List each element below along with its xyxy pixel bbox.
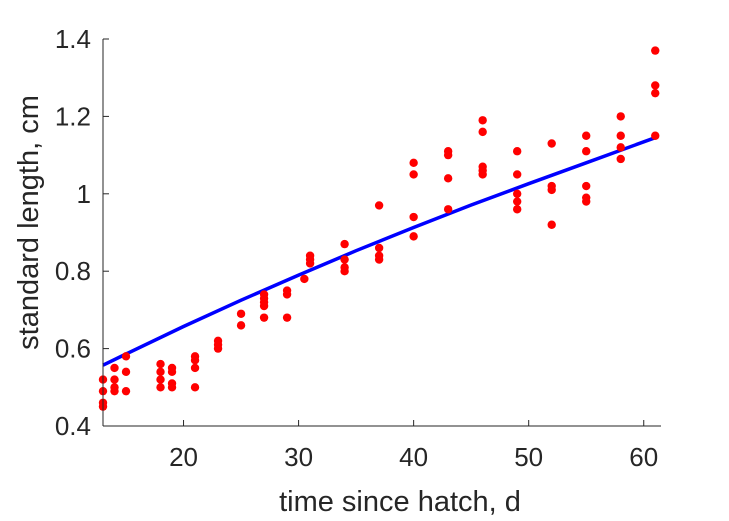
y-tick-label: 0.6 [55,334,91,364]
data-point [616,112,625,121]
y-tick-label: 1.2 [55,101,91,131]
data-point [478,127,487,137]
x-tick-label: 60 [629,442,658,472]
data-point [374,255,384,264]
data-point [409,232,418,241]
data-point [110,363,119,373]
data-point [651,81,660,90]
data-point [512,197,522,206]
data-point [259,313,269,322]
data-point [167,367,177,377]
axes: 20 30 40 50 60 0.4 0.6 0.8 1 1.2 1.4 [55,24,661,472]
x-tick-label: 30 [284,442,313,472]
y-tick-label: 0.4 [55,411,91,441]
x-tick-label: 40 [399,442,428,472]
plot-area [98,46,660,411]
data-point [374,243,384,253]
data-point [651,131,660,140]
data-point [121,367,131,377]
data-point [582,131,591,140]
data-point [156,359,165,369]
data-point [156,375,165,384]
data-point [512,147,522,156]
data-point [616,131,625,140]
x-tick-label: 20 [169,442,198,472]
x-tick-label: 50 [514,442,543,472]
data-point [478,170,487,179]
data-point [616,143,625,152]
data-point [190,383,200,392]
data-point [443,150,453,160]
data-point [616,154,625,164]
data-point [374,201,384,210]
data-point [443,205,453,214]
data-point [156,367,165,377]
data-point [582,181,591,191]
data-point [582,147,591,156]
data-point [582,197,591,206]
data-point [512,205,522,214]
data-point [409,158,418,168]
data-point [512,189,522,198]
data-point [547,139,556,148]
data-point [110,386,119,396]
data-point [167,383,177,392]
data-point [651,46,660,55]
data-point [340,255,349,264]
data-point [478,116,487,125]
data-point [409,170,418,179]
y-axis-label: standard length, cm [13,95,45,350]
data-point [300,274,309,284]
data-point [340,267,349,276]
y-tick-label: 1 [77,179,91,209]
data-point [121,352,131,361]
data-point [213,344,223,353]
data-point [236,309,246,318]
data-point [443,174,453,183]
data-point [156,383,165,392]
x-ticks: 20 30 40 50 60 [169,420,658,472]
data-point [121,386,131,396]
data-point [236,321,246,330]
fit-curve [102,136,656,367]
x-axis-label: time since hatch, d [279,486,521,518]
data-point [409,212,418,222]
data-point [190,356,200,365]
data-point [110,375,119,384]
data-point [651,88,660,98]
data-point [190,363,200,373]
data-point [259,301,269,311]
data-point [282,313,292,322]
data-point [305,259,315,268]
data-point [547,220,556,229]
data-point [282,290,292,299]
y-tick-label: 1.4 [55,24,91,54]
data-point [340,239,349,249]
data-point [547,185,556,195]
data-point [512,170,522,179]
y-tick-label: 0.8 [55,256,91,286]
y-ticks: 0.4 0.6 0.8 1 1.2 1.4 [55,24,109,441]
